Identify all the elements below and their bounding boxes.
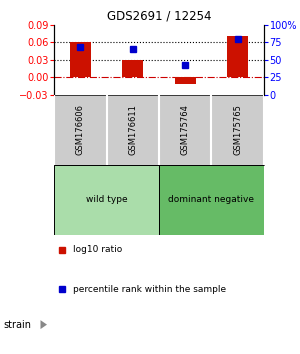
Title: GDS2691 / 12254: GDS2691 / 12254 [107,9,211,22]
Bar [175,77,196,84]
Bar [227,36,248,77]
Text: GSM175764: GSM175764 [181,104,190,155]
Bar [70,42,91,77]
Text: wild type: wild type [86,195,127,204]
Text: GSM175765: GSM175765 [233,104,242,155]
Bar [122,60,143,77]
Text: GSM176606: GSM176606 [76,104,85,155]
Text: dominant negative: dominant negative [169,195,254,204]
Text: log10 ratio: log10 ratio [73,245,122,255]
Bar [159,165,264,234]
Bar [54,165,159,234]
Polygon shape [40,320,47,329]
Text: percentile rank within the sample: percentile rank within the sample [73,285,226,293]
Text: strain: strain [3,320,31,330]
Text: GSM176611: GSM176611 [128,104,137,155]
